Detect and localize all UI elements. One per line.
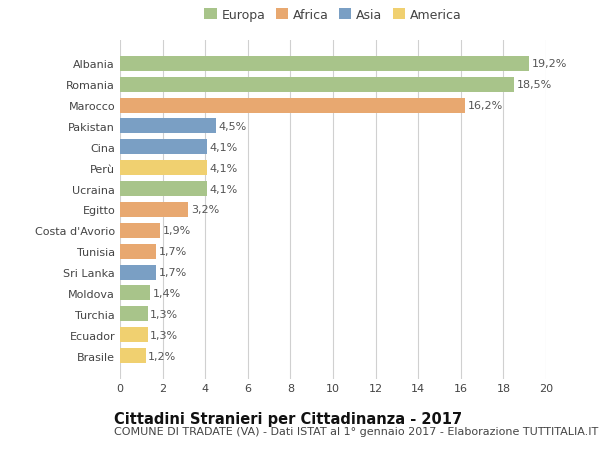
Bar (120, 244, 156, 259)
Text: 3,2%: 3,2% (191, 205, 219, 215)
Legend: Europa, Africa, Asia, America: Europa, Africa, Asia, America (199, 4, 467, 27)
Text: 1,7%: 1,7% (159, 246, 187, 257)
Text: 1,9%: 1,9% (163, 226, 191, 236)
Bar (120, 140, 208, 155)
Text: 19,2%: 19,2% (532, 59, 567, 69)
Text: COMUNE DI TRADATE (VA) - Dati ISTAT al 1° gennaio 2017 - Elaborazione TUTTITALIA: COMUNE DI TRADATE (VA) - Dati ISTAT al 1… (114, 426, 598, 436)
Text: Cittadini Stranieri per Cittadinanza - 2017: Cittadini Stranieri per Cittadinanza - 2… (114, 411, 462, 426)
Bar (120, 98, 465, 113)
Text: 1,3%: 1,3% (150, 309, 178, 319)
Bar (120, 265, 156, 280)
Text: 4,1%: 4,1% (210, 142, 238, 152)
Text: 1,3%: 1,3% (150, 330, 178, 340)
Bar (120, 286, 150, 301)
Bar (120, 182, 208, 196)
Text: 1,7%: 1,7% (159, 268, 187, 278)
Bar (120, 78, 514, 92)
Text: 4,1%: 4,1% (210, 184, 238, 194)
Text: 1,4%: 1,4% (152, 288, 181, 298)
Bar (120, 202, 188, 218)
Text: 4,1%: 4,1% (210, 163, 238, 174)
Text: 4,5%: 4,5% (218, 122, 247, 132)
Text: 16,2%: 16,2% (467, 101, 503, 111)
Bar (120, 328, 148, 342)
Bar (120, 224, 160, 238)
Text: 18,5%: 18,5% (517, 80, 552, 90)
Bar (120, 119, 216, 134)
Bar (120, 348, 146, 364)
Bar (120, 161, 208, 176)
Bar (120, 56, 529, 72)
Text: 1,2%: 1,2% (148, 351, 176, 361)
Bar (120, 307, 148, 322)
